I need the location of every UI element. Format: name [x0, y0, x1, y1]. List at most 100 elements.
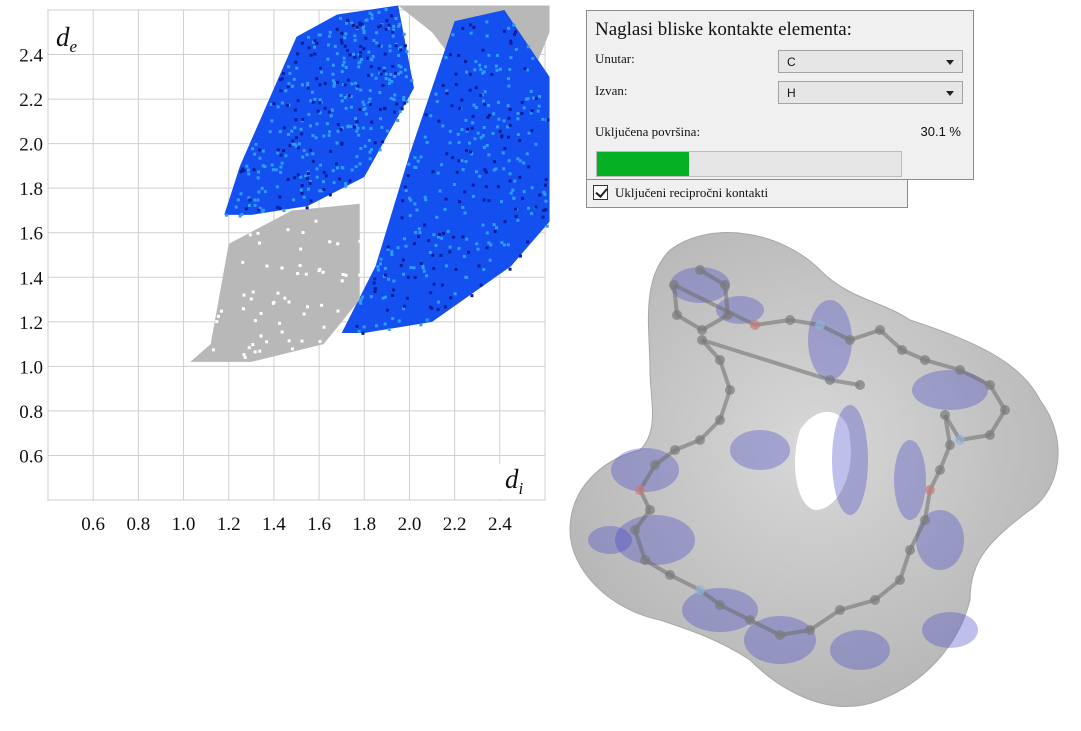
dense-point: [301, 155, 305, 159]
sparse-point: [288, 144, 292, 148]
dense-point: [492, 168, 496, 172]
dense-point: [306, 187, 310, 191]
dense-point: [529, 111, 533, 115]
reciprocal-contacts-row[interactable]: Uključeni recipročni kontakti: [586, 180, 908, 208]
atom: [905, 545, 915, 555]
contact-spot: [922, 612, 978, 648]
dense-point: [434, 92, 438, 96]
dense-point: [425, 318, 429, 322]
dense-point: [413, 202, 417, 206]
sparse-point: [359, 44, 363, 48]
reciprocal-contacts-checkbox[interactable]: [593, 185, 608, 200]
dense-point: [472, 103, 476, 107]
dense-point: [310, 90, 314, 94]
gap-point: [336, 309, 340, 313]
sparse-point: [443, 305, 447, 309]
contact-spot: [912, 370, 988, 410]
dense-point: [526, 45, 530, 49]
dense-point: [396, 246, 400, 250]
sparse-point: [541, 215, 545, 219]
dense-point: [284, 154, 288, 158]
outside-element-select[interactable]: H: [778, 81, 963, 104]
atom: [697, 335, 707, 345]
dense-point: [448, 129, 452, 133]
dense-point: [276, 105, 280, 109]
sparse-point: [454, 72, 458, 76]
y-tick-label: 2.4: [19, 46, 43, 67]
gap-point: [300, 339, 304, 343]
dense-point: [473, 68, 477, 72]
dense-point: [372, 38, 376, 42]
sparse-point: [355, 25, 359, 29]
dense-point: [392, 97, 396, 101]
dense-point: [224, 213, 228, 217]
dense-point: [257, 170, 261, 174]
sparse-point: [403, 101, 407, 105]
dense-point: [387, 78, 391, 82]
dense-point: [408, 214, 412, 218]
dense-point: [299, 127, 303, 131]
sparse-point: [381, 140, 385, 144]
sparse-point: [402, 304, 406, 308]
dense-point: [522, 161, 526, 165]
dense-point: [294, 144, 298, 148]
dense-point: [287, 82, 291, 86]
dense-point: [452, 182, 456, 186]
hirshfeld-surface-view[interactable]: [550, 210, 1081, 730]
chevron-down-icon[interactable]: [946, 91, 954, 96]
sparse-point: [451, 156, 455, 160]
dense-point: [315, 122, 319, 126]
chevron-down-icon[interactable]: [946, 60, 954, 65]
sparse-point: [466, 127, 470, 131]
dense-point: [361, 100, 365, 104]
dense-point: [461, 206, 465, 210]
sparse-point: [300, 191, 304, 195]
sparse-point: [373, 277, 377, 281]
sparse-point: [508, 123, 512, 127]
gap-point: [287, 300, 291, 304]
dense-point: [290, 84, 294, 88]
sparse-point: [546, 118, 550, 122]
dense-point: [413, 165, 417, 169]
dense-point: [481, 99, 485, 103]
dense-point: [444, 264, 448, 268]
gap-point: [276, 291, 280, 295]
sparse-point: [346, 78, 350, 82]
fingerprint-plot: 0.6 0.8 1.0 1.2 1.4 1.6 1.8 2.0 2.2 2.4 0.6 0.8 1.0 1…: [19, 5, 550, 535]
bond: [839, 598, 876, 612]
bond: [719, 603, 751, 622]
dense-point: [475, 242, 479, 246]
dense-point: [238, 214, 242, 218]
inside-element-select[interactable]: C: [778, 50, 963, 73]
sparse-point: [541, 208, 545, 212]
dense-point: [256, 198, 260, 202]
dense-point: [485, 20, 489, 24]
dense-point: [313, 97, 317, 101]
dense-point: [368, 11, 372, 15]
dense-point: [263, 190, 267, 194]
dense-point: [538, 95, 542, 99]
atom: [955, 365, 965, 375]
sparse-point: [257, 208, 261, 212]
dense-point: [460, 128, 464, 132]
close-contacts-panel: Naglasi bliske kontakte elementa: Unutar…: [586, 10, 974, 180]
dense-point: [291, 142, 295, 146]
outside-element-value: H: [787, 86, 796, 100]
dense-point: [474, 106, 478, 110]
dense-point: [253, 203, 257, 207]
dense-point: [495, 68, 499, 72]
dense-point: [350, 82, 354, 86]
dense-point: [429, 114, 433, 118]
sparse-point: [382, 69, 386, 73]
atom: [815, 320, 825, 330]
dense-point: [331, 63, 335, 67]
atom: [669, 280, 679, 290]
dense-point: [532, 96, 536, 100]
dense-point: [470, 152, 474, 156]
dense-point: [407, 196, 411, 200]
sparse-point: [383, 273, 387, 277]
dense-point: [258, 156, 262, 160]
y-tick-label: 2.0: [19, 135, 43, 156]
bond: [849, 328, 881, 342]
sparse-point: [493, 160, 497, 164]
